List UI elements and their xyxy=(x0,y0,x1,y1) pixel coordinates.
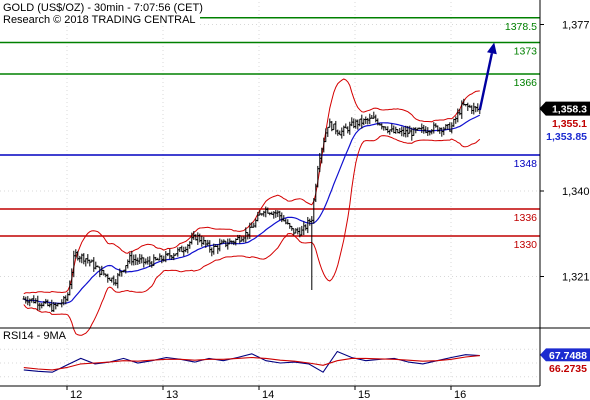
price-badge-label: 1,353.85 xyxy=(546,131,587,143)
level-label: 1330 xyxy=(514,239,538,251)
level-label: 1378.5 xyxy=(505,21,537,33)
bollinger-lower xyxy=(23,135,481,336)
price-axis-label: 1,377 xyxy=(562,20,590,32)
time-axis-label: 16 xyxy=(454,389,466,400)
level-label: 1366 xyxy=(514,77,538,89)
rsi-series-9ma xyxy=(23,355,480,371)
forecast-arrow xyxy=(478,42,497,111)
forecast-arrow-shaft xyxy=(478,53,494,111)
price-badge-blue xyxy=(540,129,590,143)
rsi-title: RSI14 - 9MA xyxy=(3,330,67,342)
chart-source: Research © 2018 TRADING CENTRAL xyxy=(3,14,196,26)
level-label: 1373 xyxy=(514,46,538,58)
header-backdrop xyxy=(0,0,200,26)
rsi-badge-red xyxy=(540,361,590,375)
price-axis-label: 1,321 xyxy=(562,272,590,284)
price-badges: 1,358.3 1,355.11,353.85 xyxy=(539,101,590,143)
level-label: 1348 xyxy=(514,158,538,170)
forecast-arrow-head xyxy=(487,42,497,55)
time-axis-label: 14 xyxy=(262,389,274,400)
time-axis-label: 12 xyxy=(70,389,82,400)
price-badge-red xyxy=(540,116,590,130)
price-badge-label: 1,355.1 xyxy=(552,118,587,130)
price-axis-label: 1,340 xyxy=(562,186,590,198)
price-candles xyxy=(22,98,481,312)
time-axis-label: 15 xyxy=(358,389,370,400)
level-label: 1336 xyxy=(514,212,538,224)
rsi-badge-label: 67.7488 xyxy=(549,350,587,362)
rsi-badge-blue xyxy=(540,348,590,362)
rsi-badge-label: 66.2735 xyxy=(549,363,587,375)
level-labels: 1378.5 1373 1366 1348 1336 1330 xyxy=(505,21,537,251)
chart-title: GOLD (US$/OZ) - 30min - 7:07:56 (CET) xyxy=(3,2,203,14)
rsi-series-rsi14 xyxy=(23,350,480,373)
time-axis-label: 13 xyxy=(166,389,178,400)
price-badge-label: 1,358.3 xyxy=(552,104,587,116)
price-badge-black xyxy=(539,101,590,116)
